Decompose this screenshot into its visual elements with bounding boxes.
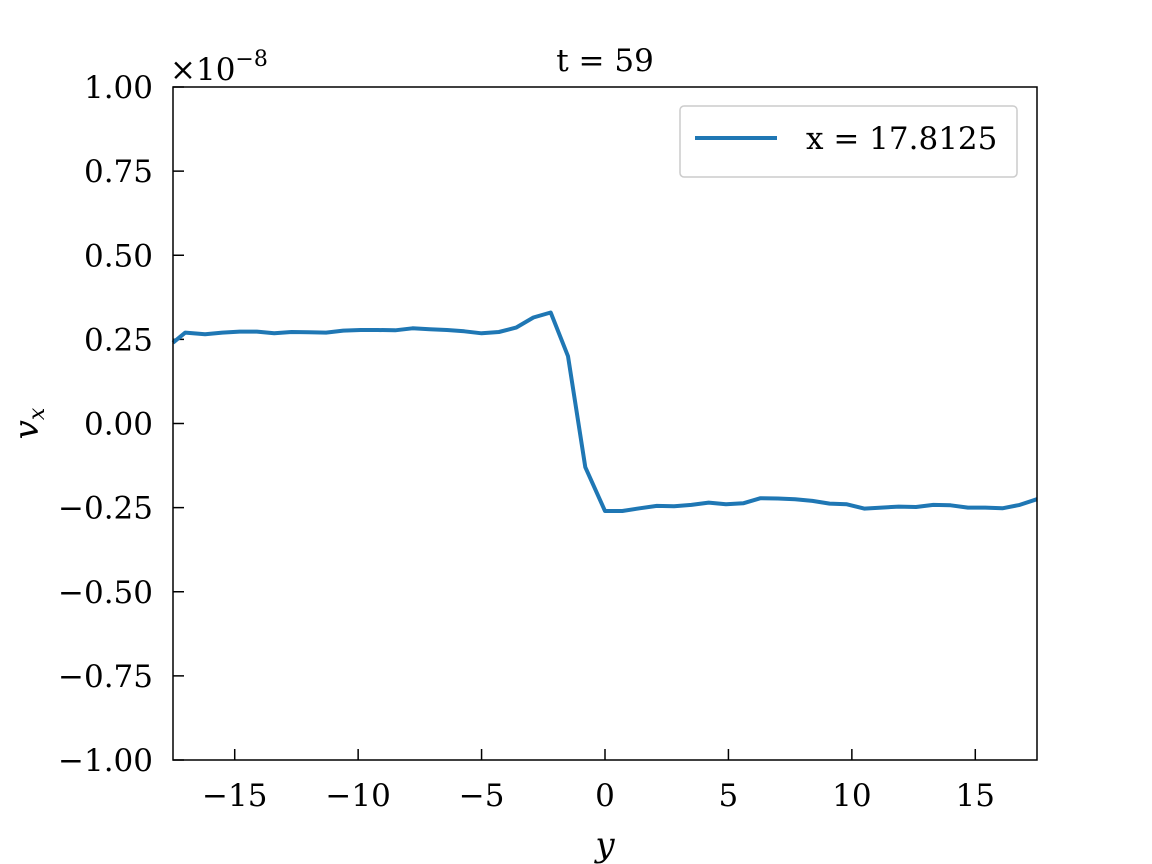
- series-line: [171, 310, 1038, 513]
- x-tick-label: 10: [832, 778, 871, 814]
- y-offset-base: ×10: [170, 52, 235, 88]
- x-tick-label: −5: [459, 778, 505, 814]
- legend-box: [679, 105, 1018, 178]
- y-tick-label: 0.75: [84, 154, 153, 190]
- y-axis-label-main: v: [7, 420, 47, 439]
- x-tick-label: 0: [595, 778, 615, 814]
- series-group: [171, 310, 1038, 513]
- y-tick-label: −1.00: [58, 743, 153, 779]
- y-offset-label: ×10−8: [170, 47, 268, 88]
- y-axis-label: vx: [7, 407, 50, 439]
- y-tick-label: 0.50: [84, 238, 153, 274]
- axes-frame: [172, 86, 1038, 761]
- y-tick-label: 0.00: [84, 407, 153, 443]
- y-tick-label: 0.25: [84, 322, 153, 358]
- y-tick-label: −0.50: [58, 575, 153, 611]
- ticks-group: −15 −10 −5 0 5 10 15 1.00 0.75 0.50 0.25 0.00 −0.25 −…: [58, 70, 995, 814]
- x-axis-label: y: [593, 825, 615, 864]
- x-tick-label: 15: [956, 778, 995, 814]
- y-axis-label-subscript: x: [25, 407, 50, 420]
- legend: x = 17.8125: [679, 105, 1018, 178]
- chart-title: t = 59: [556, 43, 654, 79]
- legend-label: x = 17.8125: [806, 121, 997, 157]
- x-tick-label: −15: [202, 778, 267, 814]
- y-tick-label: −0.75: [58, 659, 153, 695]
- x-tick-label: −10: [325, 778, 390, 814]
- y-offset-exponent: −8: [235, 47, 267, 72]
- y-tick-label: −0.25: [58, 491, 153, 527]
- x-tick-label: 5: [719, 778, 739, 814]
- y-tick-label: 1.00: [84, 70, 153, 106]
